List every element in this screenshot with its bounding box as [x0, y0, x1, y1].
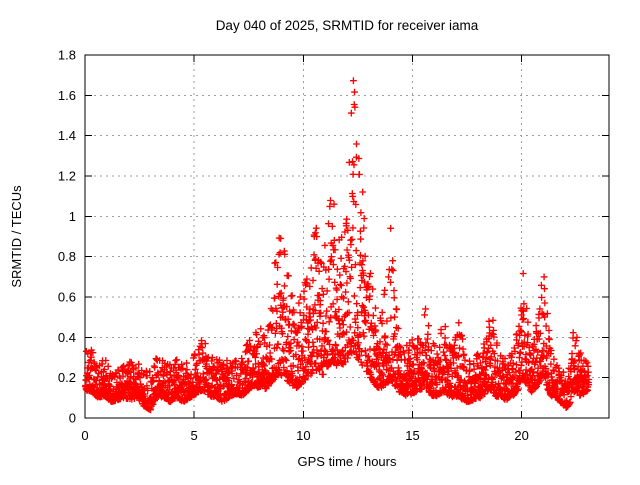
y-axis-label: SRMTID / TECUs — [9, 185, 24, 288]
y-tick-label: 1.8 — [58, 48, 76, 63]
y-tick-label: 0.4 — [58, 330, 76, 345]
x-axis-label: GPS time / hours — [298, 454, 397, 469]
chart-title: Day 040 of 2025, SRMTID for receiver iam… — [216, 18, 479, 33]
x-tick-label: 10 — [296, 428, 310, 443]
y-tick-label: 1.2 — [58, 169, 76, 184]
x-tick-label: 5 — [191, 428, 198, 443]
y-tick-label: 1 — [69, 209, 76, 224]
tick-labels: 0 5 10 15 20 0 0.2 0.4 0.6 0.8 1 1.2 1.4 1.6 1.8 — [58, 48, 529, 444]
y-tick-label: 0 — [69, 411, 76, 426]
data-points-layer — [82, 77, 593, 414]
data-points — [82, 77, 593, 414]
y-tick-label: 0.6 — [58, 290, 76, 305]
plot-border — [84, 54, 610, 419]
y-tick-label: 1.6 — [58, 88, 76, 103]
y-tick-label: 0.2 — [58, 370, 76, 385]
y-tick-label: 0.8 — [58, 249, 76, 264]
y-tick-label: 1.4 — [58, 128, 76, 143]
x-tick-label: 20 — [514, 428, 528, 443]
x-tick-label: 15 — [405, 428, 419, 443]
x-tick-label: 0 — [81, 428, 88, 443]
